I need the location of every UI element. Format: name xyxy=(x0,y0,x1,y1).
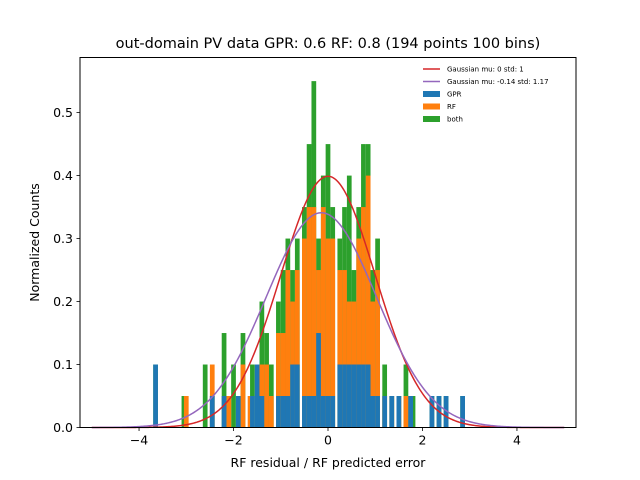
bar-gpr-18 xyxy=(330,396,336,428)
y-axis-label: Normalized Counts xyxy=(27,183,42,302)
bar-gpr-30 xyxy=(396,396,402,428)
bar-gpr-20 xyxy=(342,364,347,428)
bar-rf-26 xyxy=(365,175,371,428)
x-axis-label: RF residual / RF predicted error xyxy=(231,455,427,470)
bar-gpr-3 xyxy=(235,396,241,428)
bar-gpr-0 xyxy=(153,364,158,428)
bar-gpr-10 xyxy=(290,364,295,428)
bar-gpr-8 xyxy=(280,396,286,428)
bar-rf-24 xyxy=(356,238,362,428)
bar-rf-2 xyxy=(226,396,232,428)
legend-label: Gaussian mu: 0 std: 1 xyxy=(447,66,524,74)
y-tick-label: 0.1 xyxy=(53,357,73,372)
gaussian-curve-3 xyxy=(91,175,565,429)
bar-both-2 xyxy=(202,364,208,428)
bars-layer xyxy=(153,81,465,428)
y-tick-label: 0.2 xyxy=(53,294,73,309)
bar-rf-3 xyxy=(240,364,246,428)
y-tick-label: 0.4 xyxy=(53,168,73,183)
chart-title: out-domain PV data GPR: 0.6 RF: 0.8 (194… xyxy=(116,36,541,52)
bar-rf-12 xyxy=(294,270,300,428)
bar-gpr-24 xyxy=(361,364,366,428)
y-axis: 0.0 0.1 0.2 0.3 0.4 0.5 xyxy=(53,105,80,435)
bar-gpr-28 xyxy=(382,396,388,428)
bar-gpr-17 xyxy=(325,396,331,428)
bar-gpr-34 xyxy=(443,396,449,428)
bar-rf-10 xyxy=(285,270,291,428)
x-tick-label: 0 xyxy=(324,433,332,448)
legend-swatch xyxy=(423,91,440,97)
x-tick-label: −4 xyxy=(130,433,148,448)
bar-gpr-4 xyxy=(250,396,255,428)
legend-swatch xyxy=(423,103,440,110)
legend-swatch xyxy=(423,116,440,122)
y-tick-label: 0.3 xyxy=(53,231,73,246)
bar-both-4 xyxy=(221,333,227,428)
bar-gpr-25 xyxy=(365,364,371,428)
bar-gpr-14 xyxy=(311,396,317,428)
bar-rf-0 xyxy=(183,396,189,428)
bar-gpr-35 xyxy=(460,396,465,428)
bar-rf-13 xyxy=(302,238,307,428)
bar-gpr-13 xyxy=(306,396,312,428)
bar-gpr-16 xyxy=(320,396,326,428)
curves-layer xyxy=(91,175,565,429)
bar-gpr-12 xyxy=(302,396,307,428)
legend-label: both xyxy=(447,116,463,124)
bar-gpr-5 xyxy=(254,364,260,428)
bar-gpr-7 xyxy=(276,396,281,428)
bar-rf-19 xyxy=(330,238,336,428)
bar-rf-7 xyxy=(268,396,274,428)
bar-rf-18 xyxy=(325,238,331,428)
bar-gpr-29 xyxy=(389,396,395,428)
bar-rf-15 xyxy=(311,207,317,428)
gaussian-curve-4 xyxy=(91,212,565,429)
bar-gpr-22 xyxy=(351,364,357,428)
bar-gpr-9 xyxy=(285,396,291,428)
bar-both-37 xyxy=(410,396,416,428)
bar-gpr-23 xyxy=(356,364,362,428)
bar-gpr-6 xyxy=(259,396,265,428)
bar-gpr-15 xyxy=(316,333,321,428)
bar-rf-21 xyxy=(342,270,347,428)
legend-label: Gaussian mu: -0.14 std: 1.17 xyxy=(447,78,549,86)
bar-rf-17 xyxy=(320,207,326,428)
bar-gpr-11 xyxy=(294,364,300,428)
bar-gpr-27 xyxy=(375,396,380,428)
bar-gpr-32 xyxy=(429,396,435,428)
bar-gpr-19 xyxy=(337,364,343,428)
bar-gpr-2 xyxy=(221,396,227,428)
bar-rf-28 xyxy=(375,270,380,428)
bar-gpr-31 xyxy=(408,396,414,428)
y-tick-label: 0.5 xyxy=(53,105,73,120)
legend-label: GPR xyxy=(447,91,462,99)
bar-rf-27 xyxy=(370,301,376,428)
bar-gpr-1 xyxy=(209,396,215,428)
bar-rf-20 xyxy=(337,270,343,428)
legend: Gaussian mu: 0 std: 1 Gaussian mu: -0.14 … xyxy=(423,66,549,124)
bar-rf-6 xyxy=(264,364,269,428)
bar-rf-9 xyxy=(280,333,286,428)
x-tick-label: 2 xyxy=(418,433,426,448)
x-tick-label: −2 xyxy=(224,433,242,448)
legend-label: RF xyxy=(447,103,456,111)
bar-both-5 xyxy=(231,364,236,428)
bar-gpr-21 xyxy=(346,364,352,428)
bar-rf-25 xyxy=(361,207,366,428)
x-tick-label: 4 xyxy=(513,433,521,448)
x-axis: −4 −2 0 2 4 xyxy=(130,427,521,448)
bar-rf-32 xyxy=(403,396,409,428)
y-tick-label: 0.0 xyxy=(53,420,73,435)
bar-rf-8 xyxy=(276,333,281,428)
bar-gpr-26 xyxy=(370,396,376,428)
bar-rf-14 xyxy=(306,207,312,428)
